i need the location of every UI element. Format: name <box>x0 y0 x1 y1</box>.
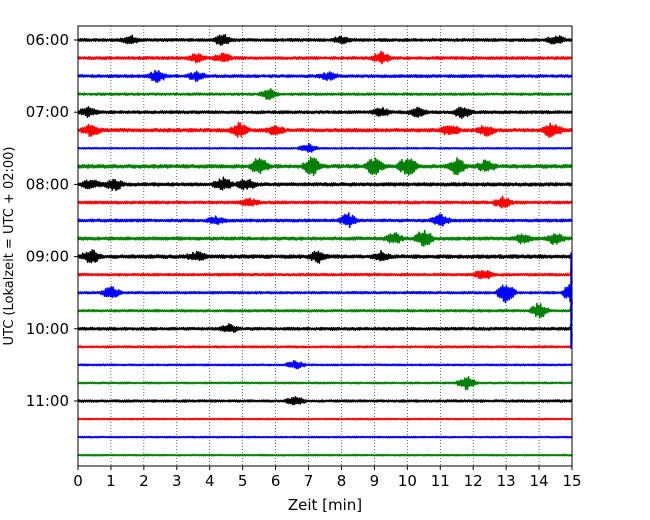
y-tick-label: 06:00 <box>26 31 69 49</box>
x-tick-label: 2 <box>139 472 149 490</box>
x-axis-label: Zeit [min] <box>288 496 362 514</box>
trace-0830 <box>77 212 573 229</box>
trace-1045 <box>77 375 573 391</box>
x-tick-label: 14 <box>530 472 549 490</box>
y-tick-label: 09:00 <box>26 248 69 266</box>
x-tick-label: 5 <box>238 472 248 490</box>
y-axis: 06:00 07:00 08:00 09:00 10:00 11:00 <box>26 31 78 410</box>
trace-1115 <box>77 417 573 421</box>
x-axis: 0 1 2 3 4 5 6 7 8 9 10 11 12 13 14 15 <box>73 466 582 490</box>
trace-0845 <box>77 229 573 247</box>
x-tick-label: 12 <box>464 472 483 490</box>
x-tick-label: 13 <box>497 472 516 490</box>
x-tick-label: 11 <box>431 472 450 490</box>
trace-0730 <box>77 142 573 153</box>
grid-lines <box>110 26 540 466</box>
trace-0700 <box>77 106 573 120</box>
y-tick-label: 10:00 <box>26 320 69 338</box>
x-tick-label: 9 <box>370 472 380 490</box>
trace-0930 <box>77 282 573 305</box>
trace-0900 <box>77 249 573 264</box>
trace-1130 <box>77 435 573 439</box>
trace-0815 <box>77 195 573 209</box>
y-axis-label: UTC (Lokalzeit = UTC + 02:00) <box>2 147 17 346</box>
x-tick-label: 6 <box>271 472 281 490</box>
x-tick-label: 1 <box>106 472 116 490</box>
x-tick-label: 3 <box>172 472 182 490</box>
x-tick-label: 7 <box>304 472 314 490</box>
trace-0745 <box>77 156 573 177</box>
trace-0915 <box>77 268 573 283</box>
x-tick-label: 4 <box>205 472 215 490</box>
x-tick-label: 8 <box>337 472 347 490</box>
x-tick-label: 15 <box>562 472 581 490</box>
trace-1100 <box>77 396 573 406</box>
trace-0615 <box>77 50 573 65</box>
trace-0645 <box>77 88 573 101</box>
x-tick-label: 10 <box>398 472 417 490</box>
y-tick-label: 07:00 <box>26 103 69 121</box>
trace-0630 <box>77 69 573 84</box>
trace-0800 <box>77 176 573 192</box>
y-tick-label: 08:00 <box>26 175 69 193</box>
trace-0600 <box>77 33 573 46</box>
trace-0945 <box>77 302 573 319</box>
traces <box>77 33 573 457</box>
y-tick-label: 11:00 <box>26 392 69 410</box>
trace-1015 <box>77 345 573 349</box>
trace-1030 <box>77 359 573 370</box>
trace-0715 <box>77 121 573 139</box>
plot-frame <box>77 25 573 467</box>
x-tick-label: 0 <box>73 472 83 490</box>
trace-1145 <box>77 453 573 457</box>
trace-1000 <box>77 322 573 337</box>
